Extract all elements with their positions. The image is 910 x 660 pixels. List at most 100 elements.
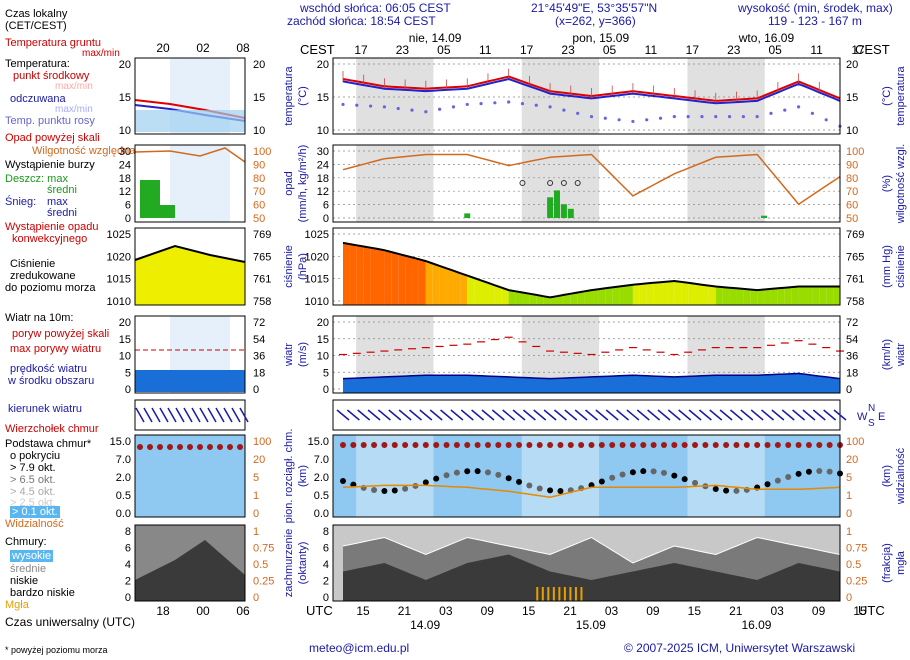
axis-label-left-2: (°C)	[297, 86, 309, 106]
pressure-fill	[757, 289, 765, 305]
axis-label-right-2: ciśnienie	[895, 245, 907, 288]
wind-arrow	[357, 409, 371, 421]
legend-utc: Czas uniwersalny (UTC)	[5, 615, 136, 629]
pressure-fill	[487, 282, 495, 305]
dew-point-dot	[520, 102, 525, 106]
legend-ground-temp: Temperatura gruntu	[5, 37, 101, 49]
cloud-top-dot	[795, 442, 802, 448]
main-tick-left: 1015	[305, 274, 329, 286]
main-tick-left: 15	[317, 334, 329, 346]
pressure-fill	[570, 292, 578, 305]
pressure-fill	[370, 247, 378, 305]
main-tick-left: 2	[323, 576, 329, 588]
pressure-fill	[750, 289, 758, 305]
cloud-base-dot	[474, 468, 481, 475]
cloud-top-dot	[619, 442, 626, 448]
cloud-top-dot	[650, 442, 657, 448]
pressure-fill	[695, 283, 702, 305]
compass-s: S	[868, 418, 875, 429]
main-tick-left: 0	[323, 592, 329, 604]
pressure-fill	[425, 261, 433, 305]
axis-label-right: (°C)	[881, 86, 893, 106]
main-tick-right: 15	[846, 92, 858, 104]
wind-arrow	[823, 409, 837, 421]
pressure-fill	[467, 275, 475, 305]
main-tick-right: 90	[846, 159, 858, 171]
dew-point-dot	[810, 111, 814, 115]
wind-arrow	[388, 409, 402, 421]
pressure-fill	[681, 281, 689, 305]
humidity-line	[342, 153, 841, 206]
fog-bar	[558, 587, 561, 601]
main-tick-left: 15.0	[308, 436, 329, 448]
wind-arrow	[740, 409, 754, 421]
dew-point-dot	[645, 118, 649, 122]
axis-label-left: pion. rozciągł. chm.	[283, 429, 295, 524]
wind-arrow	[450, 409, 464, 421]
legend-mid: średnie	[10, 563, 47, 575]
local-hour-tick: 23	[396, 43, 410, 57]
small-wind-arrow	[191, 407, 201, 423]
rain-bar	[553, 190, 560, 218]
small-tick-right: 1	[253, 526, 259, 538]
pressure-fill	[494, 285, 502, 305]
cloud-base-dot	[774, 477, 781, 484]
local-hour-tick: 05	[437, 43, 451, 57]
pressure-fill	[481, 280, 488, 305]
wind-arrow	[553, 409, 567, 421]
utc-hour-tick: 15	[356, 604, 370, 618]
small-panel-frame	[134, 434, 246, 518]
contact-link[interactable]: meteo@icm.edu.pl	[309, 641, 410, 655]
legend-dew-point: Temp. punktu rosy	[5, 115, 95, 127]
local-hour-tick: 05	[768, 43, 782, 57]
small-panel-frame	[134, 144, 246, 223]
main-tick-right: 80	[846, 173, 858, 185]
axis-label-right: (frakcja)	[881, 543, 893, 583]
small-tick-right: 0.5	[253, 559, 268, 571]
pressure-fill	[384, 250, 392, 305]
pressure-fill	[660, 281, 668, 305]
axis-label-left: zachmurzenie	[283, 529, 295, 597]
small-tick-right: 60	[253, 200, 265, 212]
cloud-outline	[342, 536, 841, 564]
cloud-top-dot	[588, 442, 595, 448]
fog-bar	[536, 587, 539, 601]
main-tick-left: 18	[317, 173, 329, 185]
wind-arrow	[522, 409, 536, 421]
dew-point-dot	[658, 116, 663, 120]
cloud-top-dot	[433, 442, 440, 448]
pressure-fill	[563, 293, 571, 305]
pressure-fill	[529, 293, 537, 305]
fog-bar	[569, 587, 572, 601]
small-tick-right: 36	[253, 351, 265, 363]
small-tick-left: 18	[119, 173, 131, 185]
legend-pressure: Ciśnienie	[10, 258, 56, 270]
pressure-fill	[474, 278, 482, 305]
small-tick-left: 2	[125, 576, 131, 588]
perceived-line	[342, 77, 841, 105]
small-cloud-top-dot	[137, 444, 143, 450]
fog-bar	[563, 587, 566, 601]
small-tick-left: 24	[119, 159, 131, 171]
fog-bar	[547, 587, 550, 601]
small-rain-bar	[140, 180, 160, 218]
wind-arrow	[512, 409, 526, 421]
cloud-base-dot	[764, 481, 771, 488]
small-tick-right: 769	[253, 229, 271, 241]
small-tick-right: 72	[253, 317, 265, 329]
legend-temperature: Temperatura:	[5, 58, 70, 70]
legend-max-min-2: max/min	[55, 104, 93, 115]
wind-direction-frame	[332, 399, 841, 431]
cloud-top-dot	[754, 442, 761, 448]
wind-arrow	[429, 409, 443, 421]
cloud-base-dot	[443, 472, 450, 479]
cloud-top-dot	[412, 442, 419, 448]
axis-label-left-2: (oktanty)	[297, 542, 309, 585]
fog-bar	[552, 587, 555, 601]
cloud-base-dot	[619, 471, 626, 478]
cloudbase-night-band	[521, 435, 600, 517]
night-band-small	[170, 145, 230, 222]
main-tick-left: 20	[317, 59, 329, 71]
legend-conv: Wystąpienie opadu	[5, 221, 99, 233]
main-tick-left: 2.0	[314, 472, 329, 484]
